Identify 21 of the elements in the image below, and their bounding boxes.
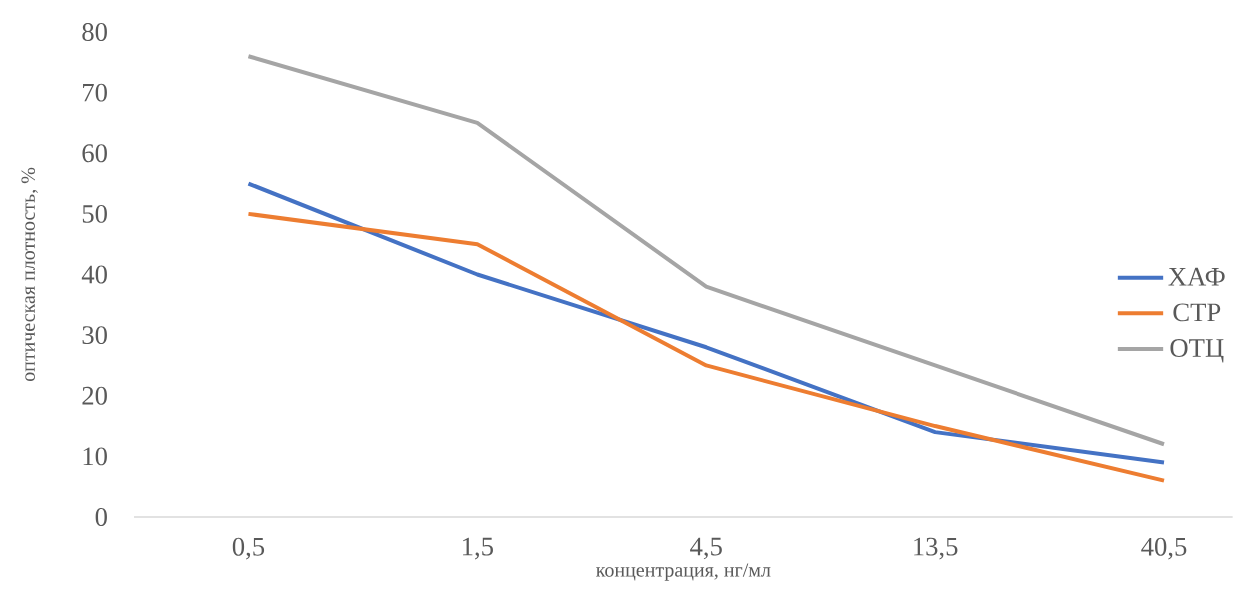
x-tick-label: 1,5 <box>463 537 493 560</box>
line-series <box>246 211 1167 483</box>
x-tick-label: 4,5 <box>690 537 722 560</box>
y-tick-label: 0 <box>95 508 107 526</box>
y-tick-label: 10 <box>83 447 107 466</box>
y-tick-label: 70 <box>83 83 107 102</box>
y-tick-label: 30 <box>82 326 107 345</box>
y-axis-title: оптическая плотность, % <box>21 167 38 382</box>
y-tick-label: 40 <box>81 265 107 284</box>
line-series <box>246 54 1167 447</box>
x-tick-label: 13,5 <box>914 537 958 560</box>
y-tick-label: 80 <box>82 23 107 41</box>
y-tick-label: 50 <box>82 204 107 223</box>
x-axis-title: концентрация, нг/мл <box>596 563 771 581</box>
y-tick-label: 20 <box>82 386 107 405</box>
x-tick-label: 0,5 <box>232 537 265 560</box>
legend-label: ХАФ <box>1168 267 1225 286</box>
legend-label: СТР <box>1173 303 1221 322</box>
legend-label: ОТЦ <box>1170 339 1224 363</box>
y-tick-label: 60 <box>82 144 107 163</box>
x-tick-label: 40,5 <box>1141 537 1187 560</box>
